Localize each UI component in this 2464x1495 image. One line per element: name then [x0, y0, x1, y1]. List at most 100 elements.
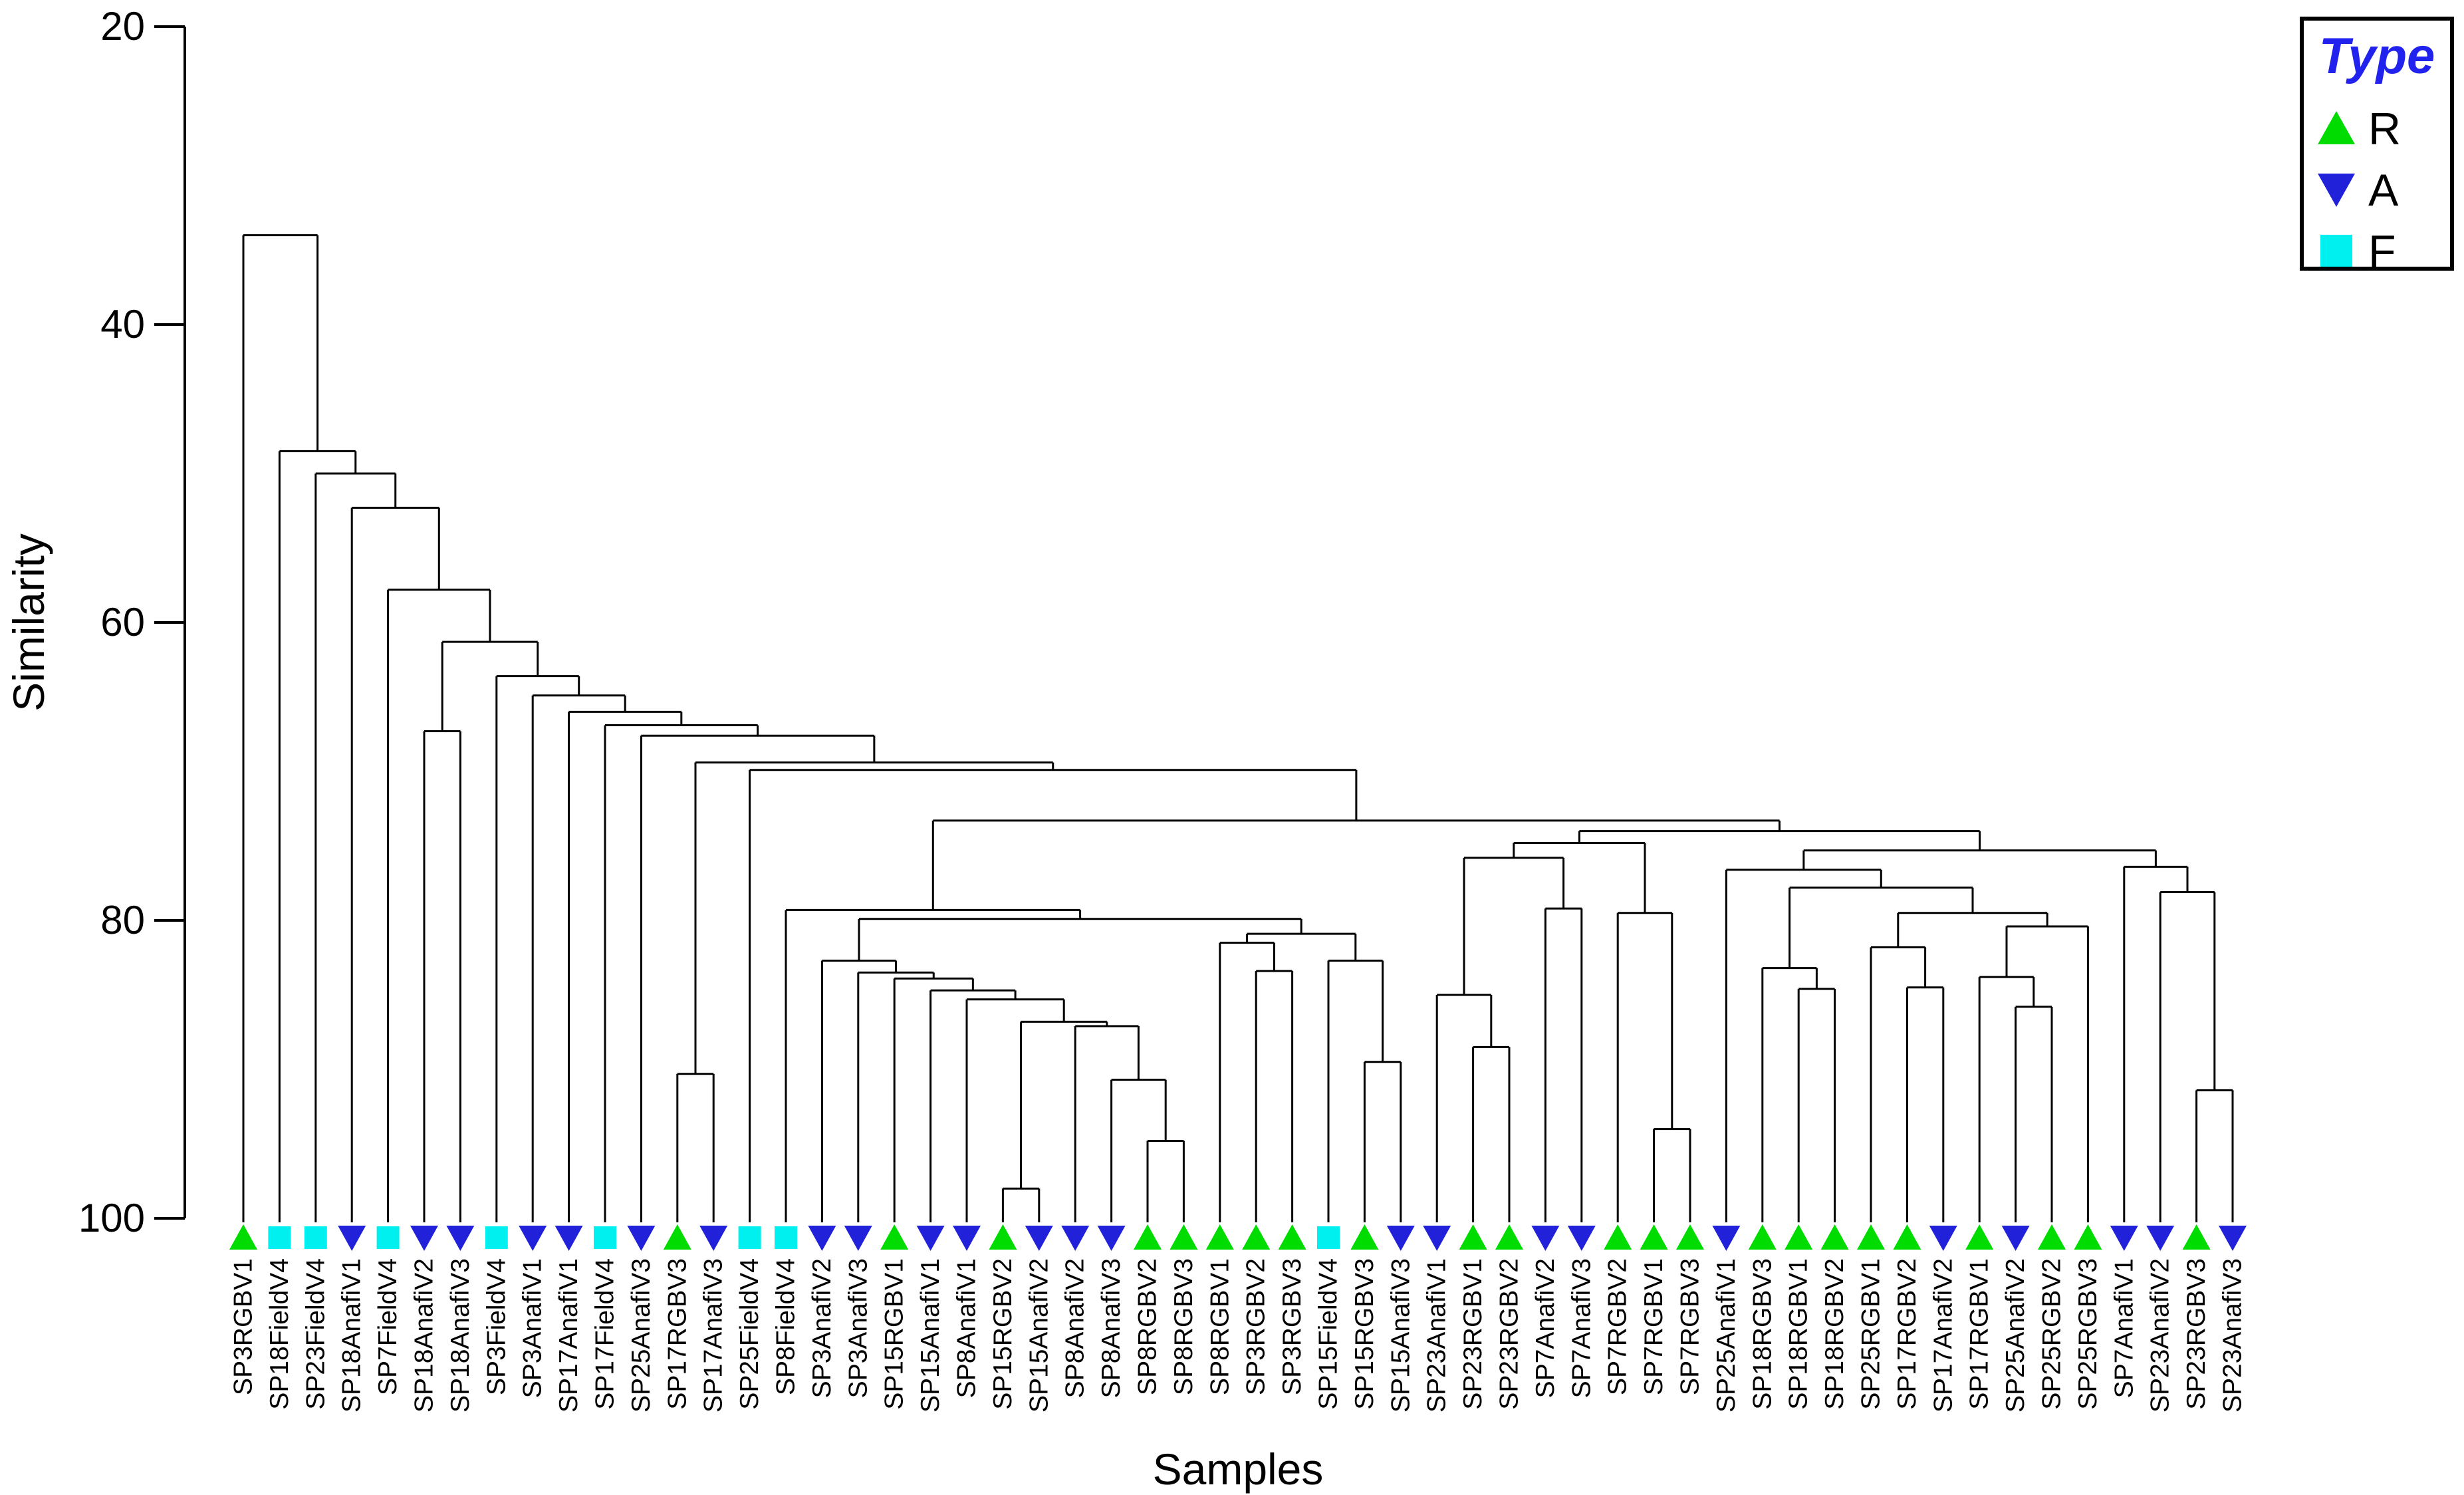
legend-square-icon [2320, 235, 2352, 267]
leaf-label: SP7AnafiV1 [2110, 1258, 2138, 1398]
leaf-label: SP7RGBV2 [1604, 1258, 1632, 1395]
leaf-marker-triangle-up [1893, 1224, 1921, 1250]
leaf-label: SP17RGBV2 [1893, 1258, 1921, 1410]
leaf-label: SP8RGBV1 [1205, 1258, 1234, 1395]
leaf-marker-triangle-up [663, 1224, 691, 1250]
leaf-marker-triangle-up [1676, 1224, 1704, 1250]
leaf-marker-square [1317, 1226, 1340, 1249]
leaf-label: SP25AnafiV3 [627, 1258, 656, 1413]
leaf-label: SP8AnafiV1 [953, 1258, 981, 1398]
leaf-marker-triangle-down [1061, 1226, 1090, 1251]
leaf-label: SP23RGBV3 [2182, 1258, 2211, 1410]
leaf-marker-triangle-down [1025, 1226, 1053, 1251]
leaf-marker-triangle-down [410, 1226, 438, 1251]
leaf-marker-triangle-up [1748, 1224, 1777, 1250]
leaf-label: SP25FieldV4 [735, 1258, 764, 1410]
leaf-marker-triangle-up [2182, 1224, 2211, 1250]
leaf-label: SP18FieldV4 [265, 1258, 294, 1410]
leaf-label: SP23FieldV4 [301, 1258, 330, 1410]
leaf-label: SP3AnafiV2 [808, 1258, 836, 1398]
y-tick-label: 60 [100, 600, 145, 644]
leaf-label: SP25AnafiV1 [1712, 1258, 1741, 1413]
y-tick-label: 40 [100, 302, 145, 346]
leaf-marker-triangle-down [1929, 1226, 1957, 1251]
leaf-label: SP25RGBV1 [1857, 1258, 1886, 1410]
leaf-marker-triangle-down [2110, 1226, 2138, 1251]
legend-title: Type [2319, 28, 2435, 84]
leaf-marker-triangle-down [2146, 1226, 2175, 1251]
leaf-marker-triangle-down [916, 1226, 945, 1251]
leaf-label: SP23AnafiV3 [2219, 1258, 2247, 1413]
leaf-marker-triangle-up [1278, 1224, 1306, 1250]
leaf-marker-square [485, 1226, 508, 1249]
leaf-marker-triangle-down [953, 1226, 981, 1251]
leaf-marker-triangle-down [554, 1226, 583, 1251]
leaf-label: SP18AnafiV1 [338, 1258, 366, 1413]
leaf-marker-triangle-down [1097, 1226, 1126, 1251]
leaf-marker-triangle-down [627, 1226, 656, 1251]
leaf-marker-triangle-down [2219, 1226, 2247, 1251]
leaf-label: SP18RGBV2 [1820, 1258, 1849, 1410]
leaf-marker-triangle-up [1640, 1224, 1668, 1250]
leaf-label: SP17RGBV3 [663, 1258, 691, 1410]
leaf-label: SP17FieldV4 [591, 1258, 620, 1410]
leaf-label: SP15AnafiV3 [1386, 1258, 1415, 1413]
generated-plot-elements: 20 40 60 80 100 SP3RGBV1 SP18FieldV4 SP23FieldV… [78, 4, 2454, 1413]
leaf-marker-triangle-up [989, 1224, 1017, 1250]
leaf-label: SP15FieldV4 [1314, 1258, 1343, 1410]
leaf-marker-square [775, 1226, 797, 1249]
y-tick-label: 20 [100, 4, 145, 49]
leaf-label: SP3AnafiV1 [519, 1258, 547, 1398]
leaf-label: SP8FieldV4 [772, 1258, 801, 1395]
leaf-marker-triangle-down [446, 1226, 475, 1251]
leaf-marker-triangle-down [1531, 1226, 1560, 1251]
leaf-label: SP8RGBV3 [1170, 1258, 1198, 1395]
leaf-label: SP17AnafiV2 [1929, 1258, 1957, 1413]
leaf-marker-square [594, 1226, 616, 1249]
legend-triangle-down-icon [2318, 174, 2355, 207]
leaf-label: SP23RGBV2 [1495, 1258, 1524, 1410]
leaf-marker-triangle-up [1134, 1224, 1162, 1250]
leaf-label: SP23AnafiV2 [2146, 1258, 2175, 1413]
leaf-label: SP23AnafiV1 [1423, 1258, 1451, 1413]
y-tick-label: 80 [100, 898, 145, 942]
leaf-label: SP7AnafiV2 [1531, 1258, 1560, 1398]
leaf-marker-square [376, 1226, 400, 1249]
leaf-marker-triangle-up [1857, 1224, 1885, 1250]
leaf-label: SP3RGBV2 [1242, 1258, 1271, 1395]
leaf-marker-triangle-down [2001, 1226, 2030, 1251]
leaf-label: SP7AnafiV3 [1567, 1258, 1596, 1398]
leaf-label: SP3FieldV4 [482, 1258, 511, 1395]
leaf-label: SP3RGBV1 [229, 1258, 258, 1395]
leaf-marker-triangle-down [844, 1226, 872, 1251]
leaf-label: SP15RGBV2 [989, 1258, 1017, 1410]
legend-item-label: A [2368, 165, 2399, 215]
leaf-label: SP18RGBV1 [1785, 1258, 1813, 1410]
leaf-label: SP3RGBV3 [1278, 1258, 1306, 1395]
leaf-label: SP25AnafiV2 [2001, 1258, 2030, 1413]
leaf-label: SP17AnafiV3 [699, 1258, 728, 1413]
leaf-label: SP7RGBV1 [1640, 1258, 1668, 1395]
leaf-marker-triangle-down [1423, 1226, 1451, 1251]
leaf-label: SP15AnafiV1 [916, 1258, 945, 1413]
leaf-marker-square [738, 1226, 761, 1249]
y-axis-title: Similarity [4, 533, 53, 712]
leaf-label: SP8RGBV2 [1134, 1258, 1162, 1395]
leaf-label: SP23RGBV1 [1459, 1258, 1487, 1410]
leaf-label: SP3AnafiV3 [844, 1258, 872, 1398]
leaf-marker-triangle-down [519, 1226, 547, 1251]
leaf-marker-triangle-down [1567, 1226, 1596, 1251]
leaf-marker-triangle-up [1820, 1224, 1849, 1250]
leaf-marker-triangle-up [1495, 1224, 1523, 1250]
leaf-marker-triangle-up [1785, 1224, 1813, 1250]
leaf-marker-triangle-up [1242, 1224, 1271, 1250]
leaf-marker-square [268, 1226, 291, 1249]
leaf-label: SP15AnafiV2 [1025, 1258, 1053, 1413]
leaf-label: SP17RGBV1 [1965, 1258, 1994, 1410]
leaf-label: SP7RGBV3 [1676, 1258, 1705, 1395]
leaf-marker-triangle-up [1170, 1224, 1198, 1250]
leaf-marker-triangle-up [1965, 1224, 1994, 1250]
leaf-marker-triangle-up [1350, 1224, 1379, 1250]
